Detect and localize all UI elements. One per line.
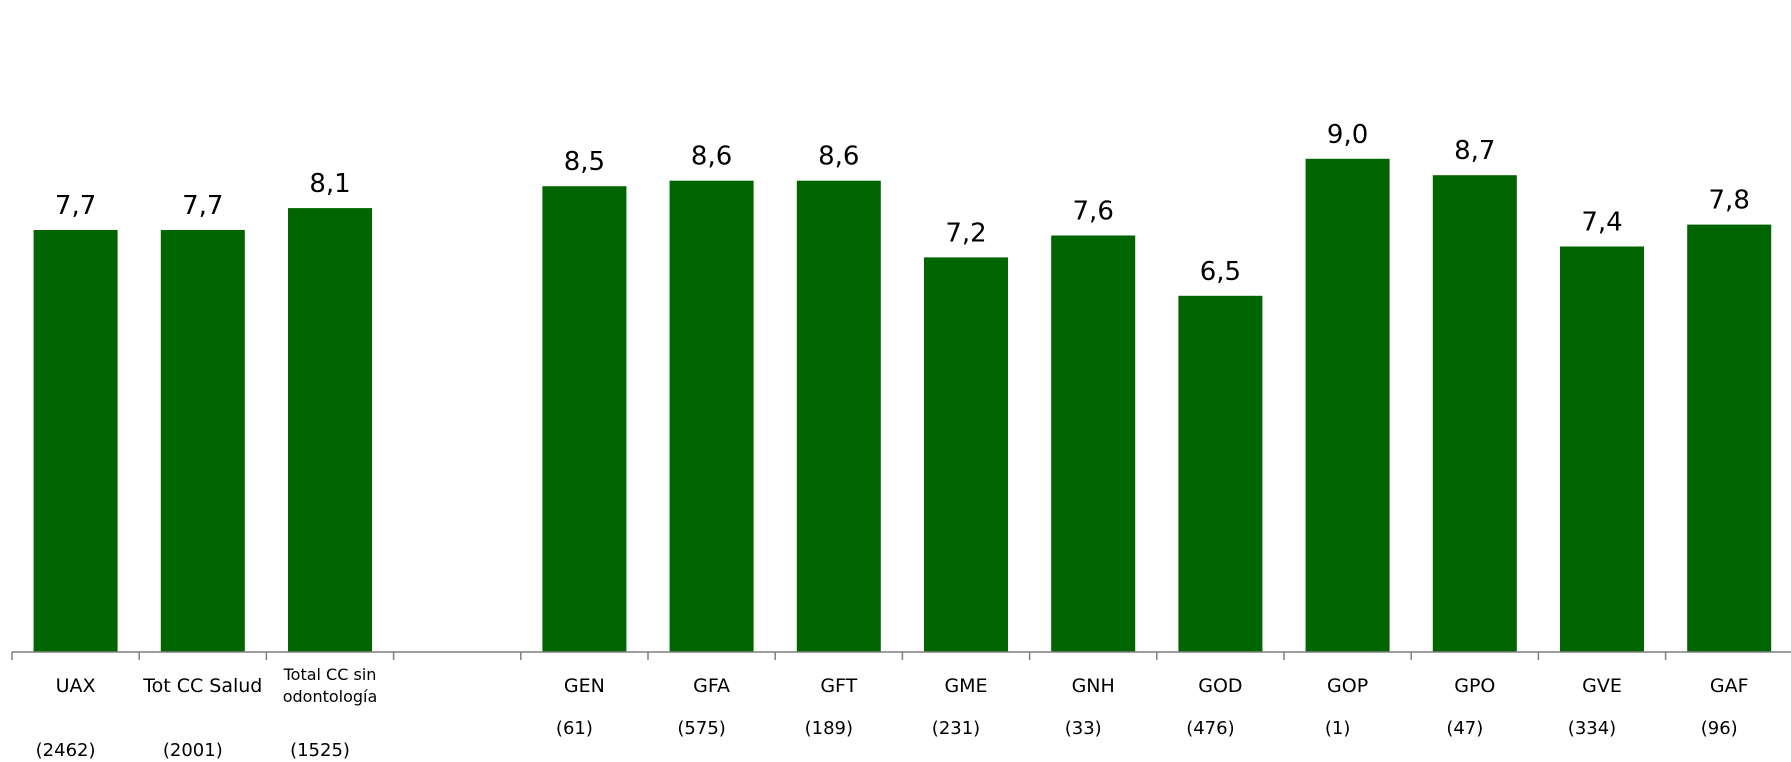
bar bbox=[1305, 158, 1390, 653]
count-label: (61) bbox=[556, 718, 593, 739]
bar-value-label: 7,8 bbox=[1709, 186, 1750, 216]
category-label: GOP bbox=[1327, 675, 1368, 697]
labels-group: 7,7 UAX (2462) 7,7 Tot CC Salud (2001) 8,1 Tota… bbox=[36, 120, 1750, 761]
category-label: GVE bbox=[1582, 675, 1622, 697]
bar-value-label: 6,5 bbox=[1200, 257, 1241, 287]
bar-value-label: 8,6 bbox=[818, 142, 859, 172]
category-label: Tot CC Salud bbox=[142, 675, 262, 697]
bar bbox=[1687, 224, 1772, 652]
bar bbox=[669, 180, 754, 652]
category-label: UAX bbox=[56, 675, 96, 697]
category-label: GNH bbox=[1072, 675, 1115, 697]
count-label: (2462) bbox=[36, 740, 96, 761]
bar bbox=[542, 186, 627, 652]
bar-value-label: 8,6 bbox=[691, 142, 732, 172]
bar-value-label: 7,7 bbox=[182, 191, 223, 221]
count-label: (1) bbox=[1325, 718, 1351, 739]
bar bbox=[1051, 235, 1136, 652]
bar bbox=[1432, 175, 1517, 652]
bar-value-label: 9,0 bbox=[1327, 120, 1368, 150]
count-label: (2001) bbox=[163, 740, 223, 761]
count-label: (47) bbox=[1446, 718, 1483, 739]
bar bbox=[924, 257, 1008, 652]
category-label: GAF bbox=[1710, 675, 1749, 697]
count-label: (1525) bbox=[290, 740, 350, 761]
category-label: GME bbox=[944, 675, 987, 697]
count-label: (189) bbox=[805, 718, 853, 739]
bar bbox=[160, 230, 245, 652]
category-label: GFT bbox=[820, 675, 857, 697]
bar-value-label: 7,7 bbox=[55, 191, 96, 221]
category-label: GPO bbox=[1454, 675, 1495, 697]
bar bbox=[1560, 246, 1644, 652]
count-label: (476) bbox=[1186, 718, 1234, 739]
bar bbox=[288, 208, 372, 652]
bar-value-label: 8,7 bbox=[1454, 136, 1495, 166]
category-label: Total CC sin bbox=[283, 665, 377, 684]
bar bbox=[796, 180, 881, 652]
bar-value-label: 8,5 bbox=[564, 147, 605, 177]
bar bbox=[33, 230, 118, 652]
count-label: (575) bbox=[677, 718, 725, 739]
count-label: (334) bbox=[1568, 718, 1616, 739]
category-label: GFA bbox=[693, 675, 730, 697]
bar-value-label: 7,6 bbox=[1073, 197, 1114, 227]
bar-value-label: 8,1 bbox=[309, 169, 350, 199]
count-label: (231) bbox=[932, 718, 980, 739]
bars-group bbox=[33, 158, 1772, 653]
count-label: (96) bbox=[1701, 718, 1738, 739]
bar-value-label: 7,2 bbox=[945, 218, 986, 248]
count-label: (33) bbox=[1065, 718, 1102, 739]
category-label: GOD bbox=[1198, 675, 1242, 697]
bar bbox=[1178, 295, 1263, 652]
x-axis bbox=[11, 651, 1791, 660]
category-label: odontología bbox=[283, 687, 378, 706]
bar-value-label: 7,4 bbox=[1581, 208, 1622, 238]
category-label: GEN bbox=[564, 675, 605, 697]
